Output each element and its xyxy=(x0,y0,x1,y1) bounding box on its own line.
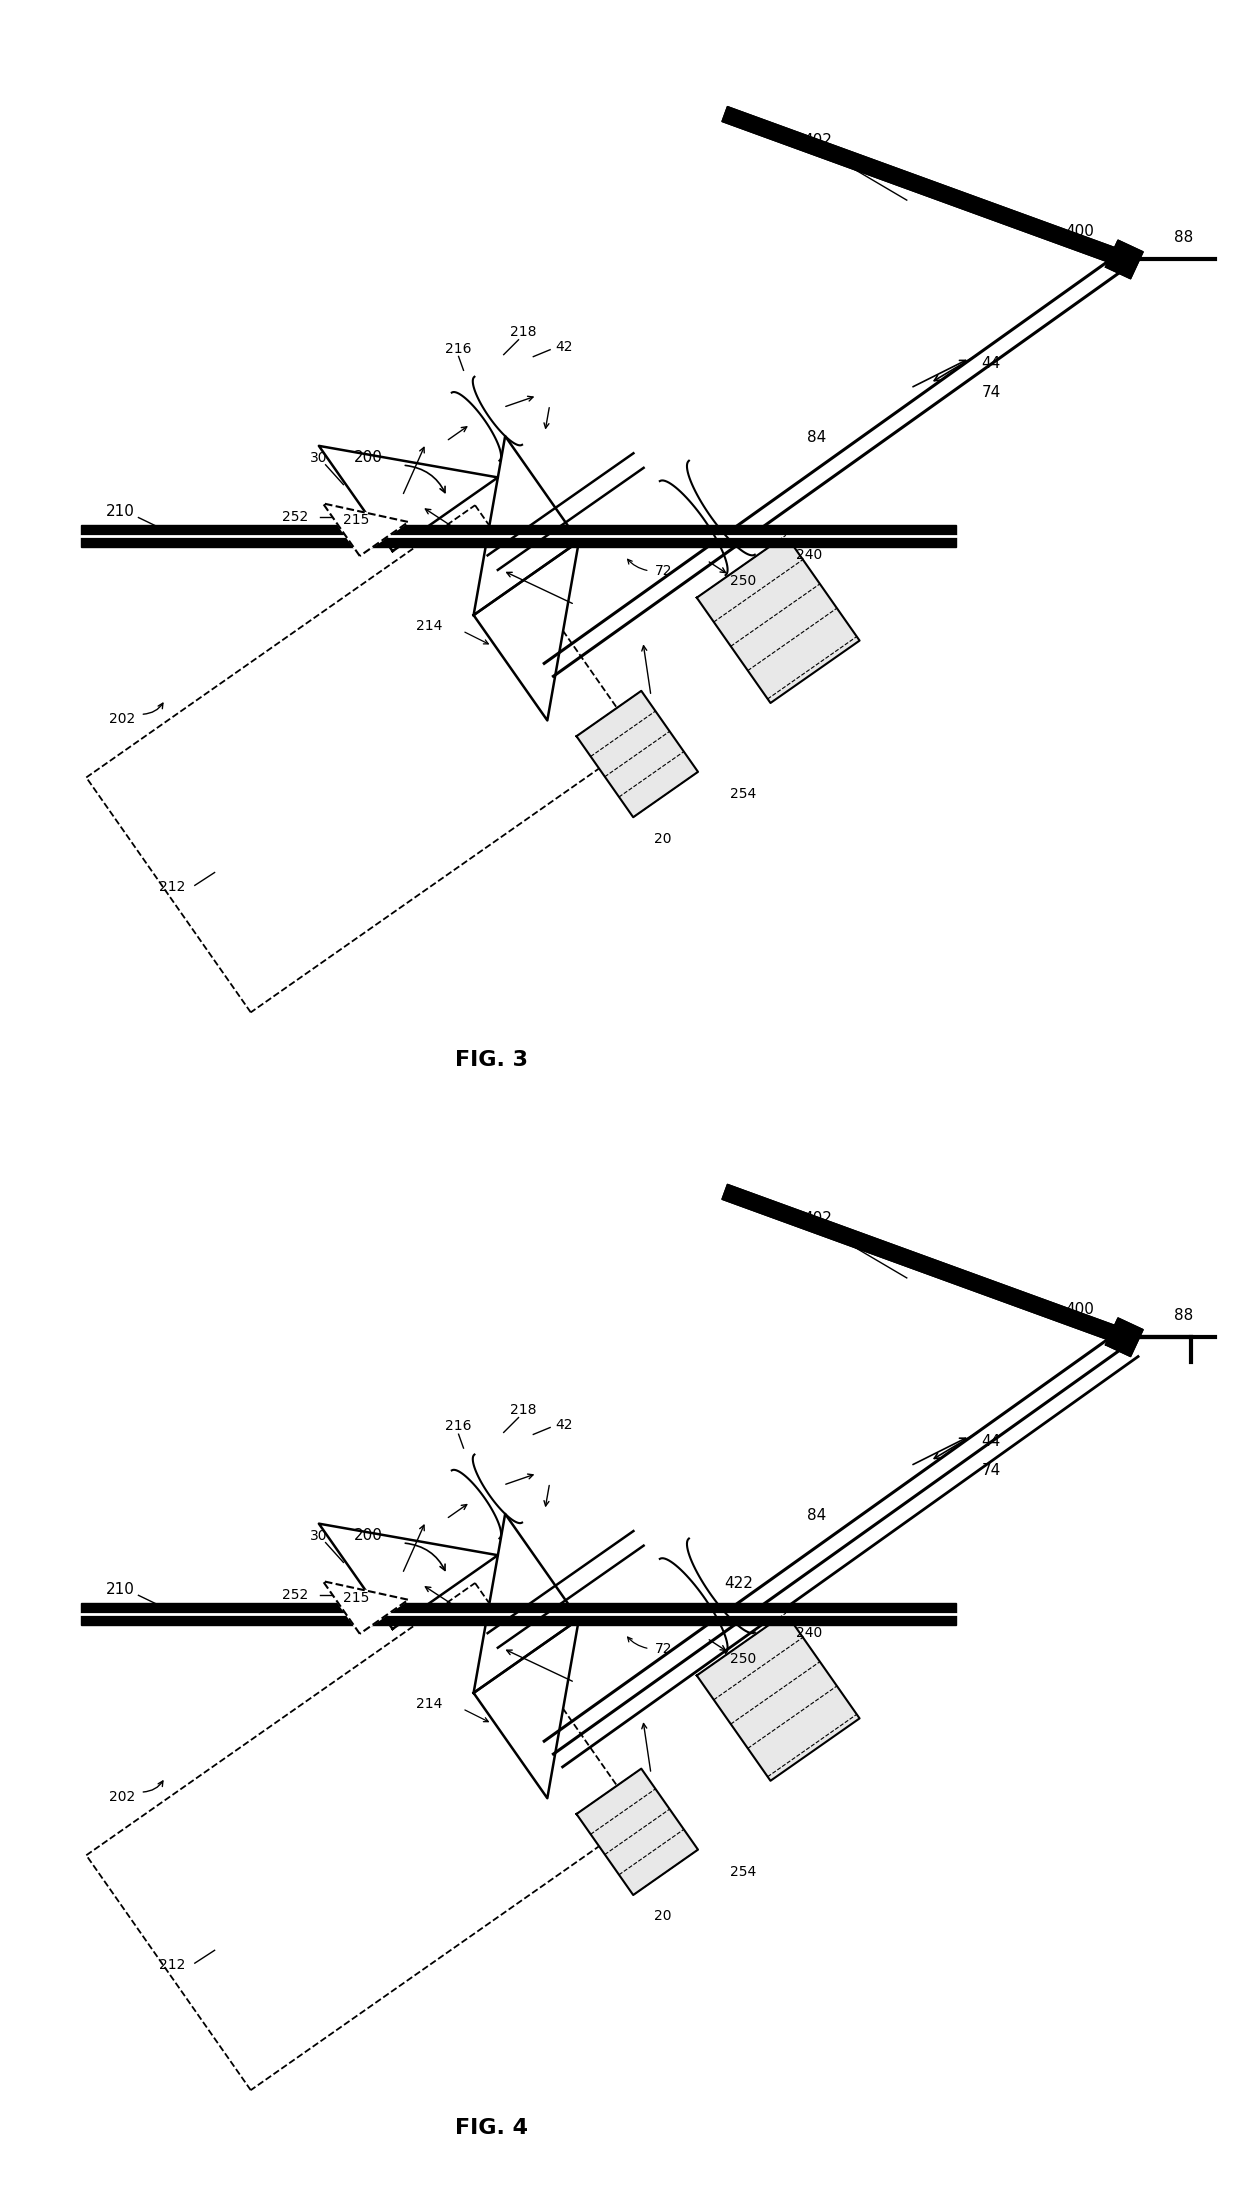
Polygon shape xyxy=(722,107,1127,267)
Text: 400: 400 xyxy=(1065,223,1095,238)
Text: 215: 215 xyxy=(343,512,370,527)
Polygon shape xyxy=(474,1619,579,1799)
Polygon shape xyxy=(577,1768,698,1895)
Text: 44: 44 xyxy=(981,1433,1001,1448)
Text: 402: 402 xyxy=(804,1212,832,1225)
Text: 20: 20 xyxy=(653,831,672,845)
Text: 422: 422 xyxy=(724,1575,753,1591)
Text: 44: 44 xyxy=(981,357,1001,370)
Polygon shape xyxy=(697,536,859,702)
Text: 74: 74 xyxy=(981,385,1001,400)
Text: 200: 200 xyxy=(353,1527,382,1543)
Polygon shape xyxy=(319,446,498,551)
Text: 218: 218 xyxy=(510,1403,537,1416)
Text: 30: 30 xyxy=(310,1529,327,1543)
Text: 212: 212 xyxy=(159,880,185,895)
Text: 250: 250 xyxy=(730,1652,756,1665)
Text: 214: 214 xyxy=(417,1696,443,1711)
Text: 240: 240 xyxy=(796,1626,822,1639)
Polygon shape xyxy=(322,1582,408,1634)
Polygon shape xyxy=(81,1604,956,1626)
Text: FIG. 4: FIG. 4 xyxy=(455,2118,528,2138)
Text: 216: 216 xyxy=(445,1420,472,1433)
Text: 218: 218 xyxy=(510,324,537,339)
Text: 42: 42 xyxy=(556,339,573,354)
Text: 210: 210 xyxy=(105,503,135,519)
Polygon shape xyxy=(474,540,579,720)
Text: 214: 214 xyxy=(417,619,443,632)
Text: 250: 250 xyxy=(730,573,756,589)
Polygon shape xyxy=(322,503,408,556)
Polygon shape xyxy=(319,1523,498,1628)
Polygon shape xyxy=(722,1184,1127,1346)
Polygon shape xyxy=(474,1514,579,1694)
Text: 240: 240 xyxy=(796,547,822,562)
Text: 88: 88 xyxy=(1174,230,1193,245)
Polygon shape xyxy=(81,525,956,547)
Polygon shape xyxy=(1106,241,1143,278)
Text: 252: 252 xyxy=(283,1588,309,1602)
Text: 84: 84 xyxy=(806,1508,826,1523)
Text: 72: 72 xyxy=(655,565,672,578)
Polygon shape xyxy=(1106,1317,1143,1357)
Polygon shape xyxy=(697,1613,859,1781)
Text: 210: 210 xyxy=(105,1582,135,1597)
Text: 402: 402 xyxy=(804,133,832,149)
Text: 212: 212 xyxy=(159,1958,185,1971)
Text: 252: 252 xyxy=(283,510,309,523)
Text: 84: 84 xyxy=(806,429,826,444)
Text: 42: 42 xyxy=(556,1418,573,1431)
Text: 200: 200 xyxy=(353,451,382,464)
Text: 215: 215 xyxy=(343,1591,370,1604)
Text: 88: 88 xyxy=(1174,1308,1193,1324)
Polygon shape xyxy=(474,435,579,615)
Text: 202: 202 xyxy=(109,1790,135,1805)
Text: 30: 30 xyxy=(310,451,327,464)
Text: 20: 20 xyxy=(653,1910,672,1923)
Text: 202: 202 xyxy=(109,713,135,726)
Text: 72: 72 xyxy=(655,1641,672,1656)
Text: FIG. 3: FIG. 3 xyxy=(455,1050,528,1070)
Text: 74: 74 xyxy=(981,1464,1001,1479)
Text: 216: 216 xyxy=(445,341,472,354)
Text: 254: 254 xyxy=(730,788,756,801)
Text: 400: 400 xyxy=(1065,1302,1095,1317)
Text: 254: 254 xyxy=(730,1864,756,1879)
Polygon shape xyxy=(577,691,698,818)
